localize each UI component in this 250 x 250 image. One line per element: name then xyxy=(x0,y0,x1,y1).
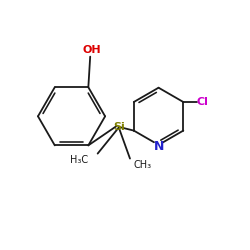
Text: CH₃: CH₃ xyxy=(134,160,152,170)
Text: H₃C: H₃C xyxy=(70,155,88,165)
Text: Cl: Cl xyxy=(196,97,208,107)
Text: N: N xyxy=(154,140,164,153)
Text: OH: OH xyxy=(82,46,101,56)
Text: Si: Si xyxy=(113,122,125,132)
